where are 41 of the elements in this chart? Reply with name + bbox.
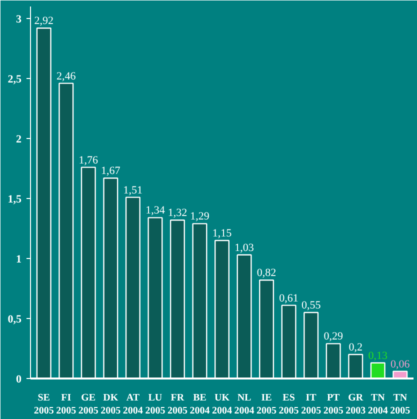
data-label: 0,61	[279, 292, 298, 304]
data-label: 1,15	[212, 228, 232, 240]
x-tick-label: BE 2004	[190, 392, 210, 417]
data-label: 1,03	[234, 242, 254, 254]
data-label: 0,2	[348, 342, 362, 354]
x-tick-label: NL 2004	[234, 392, 254, 417]
x-tick-label: ES 2005	[278, 392, 299, 417]
x-tick-label: LU 2005	[145, 392, 166, 417]
data-label: 0,29	[324, 330, 344, 343]
x-tick-label: AT 2004	[122, 392, 143, 417]
data-label: 2,46	[56, 70, 76, 82]
y-tick-label: 2	[16, 134, 22, 146]
y-tick-label: 0,5	[8, 314, 22, 326]
y-tick-label: 0	[16, 374, 22, 386]
y-tick-label: 3	[16, 14, 22, 26]
data-label: 0,82	[256, 267, 276, 280]
data-label: 1,34	[146, 204, 166, 217]
x-tick-label: FI 2005	[56, 392, 76, 417]
x-tick-label: IE 2005	[256, 392, 277, 417]
data-label: 2,92	[34, 15, 54, 28]
y-tick-label: 1	[16, 254, 22, 266]
data-label: 0,13	[368, 350, 388, 362]
x-tick-label: FR 2005	[167, 392, 188, 417]
data-label: 1,32	[168, 207, 188, 220]
data-label: 0,06	[390, 358, 410, 370]
x-tick-label: UK 2004	[212, 392, 232, 417]
y-tick-label: 1,5	[8, 194, 22, 206]
data-label: 1,67	[101, 165, 121, 178]
x-tick-label: SE 2005	[34, 392, 54, 417]
data-label: 0,55	[301, 300, 322, 312]
x-tick-label: GE 2005	[78, 392, 98, 417]
data-label: 1,29	[190, 210, 210, 223]
x-tick-label: DK 2005	[100, 392, 121, 417]
x-tick-label: TN 2004	[368, 392, 388, 417]
x-tick-label: PT 2005	[323, 392, 344, 417]
data-label: 1,51	[123, 184, 143, 196]
x-tick-label: TN 2005	[390, 392, 410, 417]
x-tick-label: IT 2005	[301, 392, 322, 417]
x-tick-label: GR 2003	[346, 392, 366, 417]
data-label: 1,76	[78, 154, 99, 166]
y-tick-label: 2,5	[8, 74, 22, 86]
